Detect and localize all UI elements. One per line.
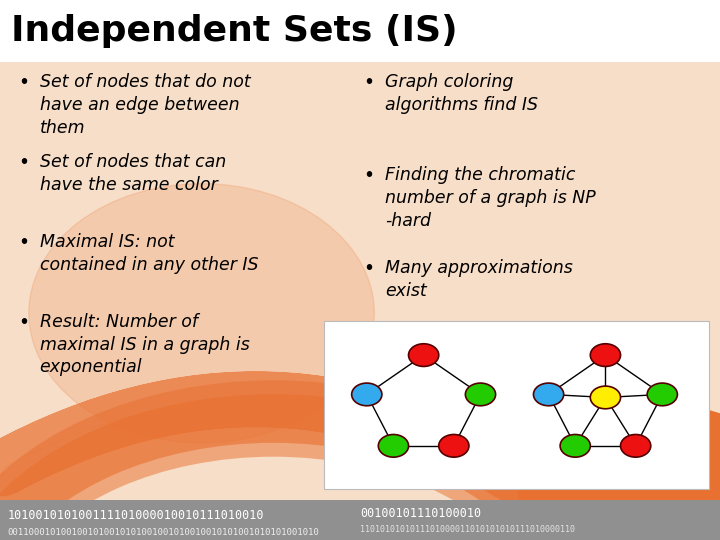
Text: Result: Number of
maximal IS in a graph is
exponential: Result: Number of maximal IS in a graph …	[40, 313, 249, 376]
Text: 0011000101001001010010101001001010010010101001010101001010: 0011000101001001010010101001001010010010…	[7, 528, 319, 537]
Circle shape	[408, 344, 438, 367]
Circle shape	[560, 435, 590, 457]
Text: Many approximations
exist: Many approximations exist	[385, 259, 573, 300]
Text: Graph coloring
algorithms find IS: Graph coloring algorithms find IS	[385, 73, 539, 114]
Text: 1101010101011101000011010101010111010000110: 1101010101011101000011010101010111010000…	[360, 525, 575, 535]
Text: Finding the chromatic
number of a graph is NP
-hard: Finding the chromatic number of a graph …	[385, 166, 596, 230]
Circle shape	[621, 435, 651, 457]
FancyBboxPatch shape	[0, 500, 720, 540]
Text: •: •	[18, 153, 29, 172]
Circle shape	[465, 383, 495, 406]
Text: Set of nodes that do not
have an edge between
them: Set of nodes that do not have an edge be…	[40, 73, 251, 137]
Text: •: •	[18, 313, 29, 332]
FancyBboxPatch shape	[324, 321, 709, 489]
Circle shape	[378, 435, 408, 457]
Circle shape	[438, 435, 469, 457]
Text: 101001010100111101000010010111010010: 101001010100111101000010010111010010	[7, 509, 264, 522]
Circle shape	[590, 386, 621, 409]
Circle shape	[351, 383, 382, 406]
Text: •: •	[364, 259, 374, 278]
Text: 00100101110100010: 00100101110100010	[360, 507, 481, 520]
Circle shape	[518, 405, 720, 540]
Text: •: •	[364, 73, 374, 92]
Text: •: •	[18, 73, 29, 92]
Text: •: •	[364, 166, 374, 185]
Text: Maximal IS: not
contained in any other IS: Maximal IS: not contained in any other I…	[40, 233, 258, 274]
Circle shape	[534, 383, 564, 406]
Circle shape	[590, 344, 621, 367]
FancyBboxPatch shape	[0, 0, 720, 62]
FancyArrowPatch shape	[2, 399, 538, 490]
Text: Independent Sets (IS): Independent Sets (IS)	[11, 14, 457, 48]
Text: •: •	[18, 233, 29, 252]
Text: Set of nodes that can
have the same color: Set of nodes that can have the same colo…	[40, 153, 226, 194]
Circle shape	[29, 184, 374, 443]
Circle shape	[518, 405, 720, 540]
Circle shape	[647, 383, 678, 406]
